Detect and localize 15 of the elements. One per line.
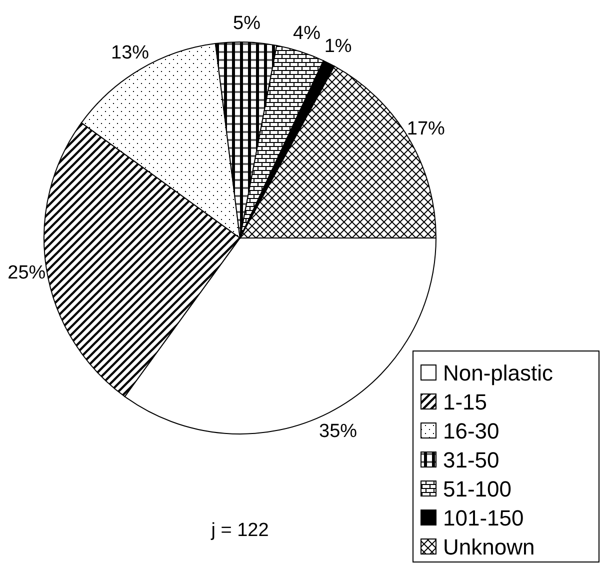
data-label: 5% (233, 12, 261, 34)
data-label: 25% (8, 262, 46, 284)
data-label: 4% (293, 23, 321, 44)
legend-label: 1-15 (443, 390, 488, 415)
legend-label: 51-100 (443, 476, 512, 502)
text: j = 122 (210, 520, 269, 541)
legend-label: 16-30 (443, 418, 500, 444)
data-label: 13% (111, 42, 150, 64)
data-label: 17% (406, 118, 446, 140)
legend-label: Unknown (443, 534, 535, 560)
legend-label: 101-150 (443, 506, 524, 531)
data-label: 35% (319, 421, 358, 442)
data-label: 1% (324, 36, 352, 58)
legend-label: Non-plastic (443, 360, 554, 386)
legend-label: 31-50 (443, 448, 500, 473)
